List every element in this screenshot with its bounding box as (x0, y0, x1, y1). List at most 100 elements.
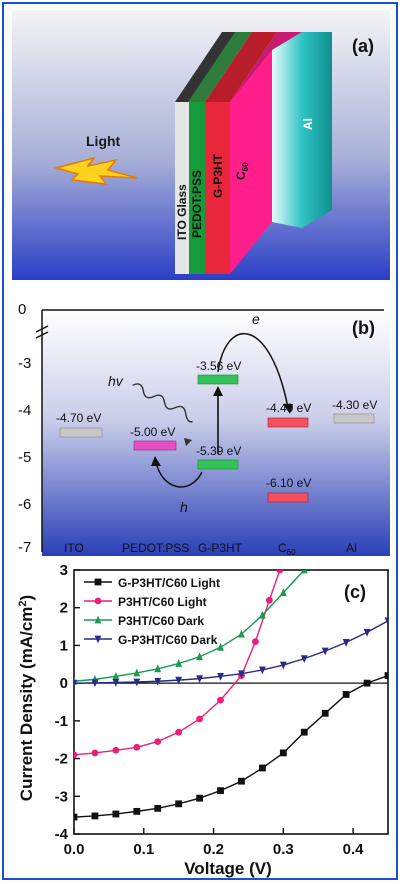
data-point (279, 588, 287, 597)
y-tick-label: -1 (55, 713, 68, 730)
data-point (196, 675, 203, 684)
data-point (154, 738, 162, 745)
data-point (276, 570, 284, 574)
layer-ito-glass (175, 102, 189, 274)
series-triangle-down (74, 617, 388, 688)
x-tick-label: 0.4 (343, 841, 365, 858)
data-point (175, 659, 183, 667)
data-point (112, 671, 120, 680)
data-point (154, 677, 162, 686)
e-label: e (252, 311, 260, 327)
data-point (265, 596, 273, 604)
photon-arrowhead-icon (184, 438, 192, 446)
level-pedot (133, 440, 177, 451)
x-tick-label: 0.2 (203, 841, 224, 858)
y-tick-m4: -4 (18, 402, 31, 419)
electron-arrowhead-icon (283, 404, 293, 414)
figure-frame: Light (a) ITO Glass PEDOT:PSS G-P3HT Al … (2, 2, 398, 880)
y-tick-label: -2 (55, 751, 68, 768)
data-point (363, 679, 371, 687)
lightning-icon (53, 156, 138, 185)
data-point (94, 615, 102, 624)
data-point (279, 661, 287, 670)
series-line (74, 674, 388, 818)
legend-entry: P3HT/C60 Dark (118, 614, 204, 628)
data-point (196, 794, 203, 802)
level-al (333, 413, 375, 424)
data-point (342, 691, 350, 698)
panel-b-energy-diagram: 0 -3 -4 -5 -6 -7 (b) -4.70 eV -5.00 eV -… (18, 301, 390, 556)
hole-arrowhead-icon (151, 456, 161, 466)
y-tick-m5: -5 (18, 449, 31, 466)
data-point (300, 655, 308, 664)
panel-c-jv-chart: 0.0 0.1 0.2 0.3 0.4 -4 -3 -2 -1 0 1 2 3 G-P3HT/C60 L… (17, 562, 389, 878)
data-point (217, 787, 224, 795)
data-point (175, 676, 183, 685)
panel-a-label: (a) (352, 36, 374, 56)
data-point (175, 800, 183, 808)
c60-homo-energy: -6.10 eV (266, 476, 311, 490)
data-point (259, 666, 266, 675)
material-ito: ITO (64, 541, 84, 555)
level-gp3ht-lumo (197, 374, 239, 385)
y-tick-label: 0 (60, 675, 68, 692)
data-point (217, 672, 224, 681)
hole-transfer-arrow (155, 461, 203, 488)
hv-label: hv (108, 373, 124, 389)
layer-al (272, 32, 332, 228)
data-point (259, 610, 266, 619)
x-tick-label: 0.1 (133, 841, 154, 858)
data-point (91, 812, 99, 820)
data-point (300, 570, 308, 574)
legend-entry: G-P3HT/C60 Light (118, 576, 220, 590)
data-point (363, 628, 371, 637)
x-tick-label: 0.3 (273, 841, 294, 858)
data-point (133, 743, 141, 751)
layer-pedot (189, 102, 205, 274)
data-point (384, 672, 388, 679)
data-point (133, 668, 141, 677)
material-pedot: PEDOT:PSS (122, 541, 189, 555)
series-square (74, 672, 388, 821)
excitation-arrowhead-icon (213, 386, 223, 396)
level-c60-homo (267, 492, 309, 503)
al-energy: -4.30 eV (332, 398, 377, 412)
data-point (154, 804, 162, 812)
data-point (94, 597, 102, 605)
panel-a-device-schematic: Light (a) ITO Glass PEDOT:PSS G-P3HT Al … (12, 10, 390, 280)
data-point (217, 642, 224, 651)
ito-energy: -4.70 eV (56, 411, 101, 425)
data-point (74, 751, 78, 759)
series-line (74, 570, 305, 682)
panel-b-label: (b) (352, 318, 375, 338)
data-point (112, 810, 120, 818)
data-point (196, 715, 204, 723)
data-point (238, 670, 245, 679)
data-point (94, 578, 102, 586)
data-point (342, 639, 350, 647)
data-point (300, 728, 308, 736)
data-point (133, 678, 141, 687)
x-tick-label: 0.0 (64, 841, 85, 858)
level-gp3ht-homo (197, 459, 239, 470)
level-c60-lumo (267, 417, 309, 428)
data-point (112, 678, 120, 687)
y-tick-label: 2 (60, 600, 68, 617)
gp3ht-label: G-P3HT (211, 153, 225, 198)
y-tick-label: -3 (55, 788, 68, 805)
data-point (279, 749, 287, 757)
data-point (238, 629, 245, 638)
data-point (384, 617, 388, 626)
y-tick-m7: -7 (18, 539, 31, 556)
data-point (175, 728, 183, 736)
material-al: Al (346, 541, 357, 555)
light-label: Light (86, 133, 121, 149)
y-tick-m6: -6 (18, 496, 31, 513)
y-tick-label: -4 (55, 826, 69, 843)
y-tick-label: 3 (60, 562, 68, 579)
series-line (74, 570, 281, 756)
data-point (238, 777, 245, 785)
series-line (74, 620, 388, 684)
level-ito (59, 427, 103, 438)
data-point (196, 652, 203, 661)
